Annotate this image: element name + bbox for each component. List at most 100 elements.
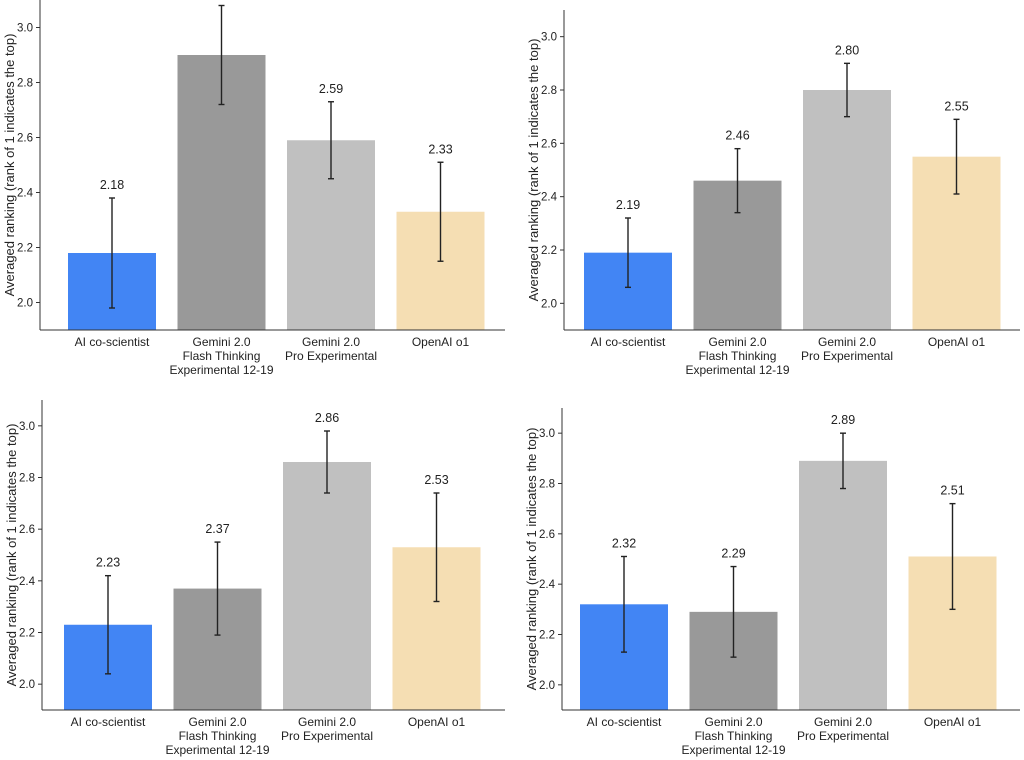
error-bar-2 <box>840 432 846 490</box>
error-bar-1 <box>730 565 737 658</box>
y-tick-label: 2.8 <box>17 78 33 90</box>
error-bar-1 <box>734 147 741 214</box>
x-tick-label-line: Gemini 2.0 <box>814 715 872 729</box>
data-label-3: 2.53 <box>424 473 448 487</box>
y-axis-label: Averaged ranking (rank of 1 indicates th… <box>4 424 19 687</box>
data-label-0: 2.23 <box>96 556 120 570</box>
x-tick-label-line: OpenAI o1 <box>412 335 470 349</box>
error-bar-0 <box>621 555 627 653</box>
x-tick-label-2: Gemini 2.0 Pro Experimental <box>801 335 893 363</box>
error-bar-3 <box>437 161 444 262</box>
x-tick-label-line: Experimental 12-19 <box>681 743 785 757</box>
x-tick-label-2: Gemini 2.0 Pro Experimental <box>281 715 373 743</box>
x-tick-label-3: OpenAI o1 <box>924 715 982 729</box>
y-axis-label: Averaged ranking (rank of 1 indicates th… <box>524 428 539 691</box>
x-tick-label-line: Gemini 2.0 <box>192 335 250 349</box>
y-tick-label: 3.0 <box>19 421 35 433</box>
data-label-2: 2.59 <box>319 82 343 96</box>
y-tick-label: 2.8 <box>539 479 555 491</box>
x-tick-label-line: Experimental 12-19 <box>685 363 789 377</box>
error-bar-1 <box>218 4 225 106</box>
x-tick-label-line: AI co-scientist <box>75 335 150 349</box>
x-tick-label-1: Gemini 2.0 Flash Thinking Experimental 12-… <box>681 715 785 757</box>
y-tick-label: 2.6 <box>19 524 35 536</box>
x-tick-label-line: Pro Experimental <box>285 349 377 363</box>
y-axis-label: Averaged ranking (rank of 1 indicates th… <box>2 34 17 297</box>
error-bar-0 <box>109 197 115 309</box>
x-tick-label-line: Flash Thinking <box>179 729 257 743</box>
x-tick-label-0: AI co-scientist <box>75 335 150 349</box>
bar-2 <box>799 460 887 710</box>
error-bar-3 <box>949 502 956 611</box>
error-bar-2 <box>328 101 334 180</box>
x-tick-label-line: Flash Thinking <box>183 349 261 363</box>
x-tick-label-line: AI co-scientist <box>587 715 662 729</box>
y-tick-label: 2.4 <box>17 188 34 200</box>
y-tick-label: 2.2 <box>19 628 35 640</box>
x-tick-label-0: AI co-scientist <box>591 335 666 349</box>
y-tick-label: 2.6 <box>541 138 557 150</box>
data-label-2: 2.86 <box>315 411 339 425</box>
y-tick-label: 2.8 <box>19 473 35 485</box>
x-tick-label-line: OpenAI o1 <box>408 715 466 729</box>
y-tick-label: 2.4 <box>541 192 558 204</box>
y-tick-label: 2.4 <box>19 576 36 588</box>
x-tick-label-3: OpenAI o1 <box>408 715 466 729</box>
y-tick-label: 2.0 <box>17 298 33 310</box>
x-tick-label-1: Gemini 2.0 Flash Thinking Experimental 12-… <box>165 715 269 757</box>
x-tick-label-line: Flash Thinking <box>699 349 777 363</box>
x-tick-label-line: OpenAI o1 <box>924 715 982 729</box>
x-tick-label-0: AI co-scientist <box>71 715 146 729</box>
error-bar-3 <box>433 492 440 603</box>
data-label-0: 2.32 <box>612 536 636 550</box>
y-axis-label: Averaged ranking (rank of 1 indicates th… <box>526 39 541 302</box>
data-label-3: 2.33 <box>428 142 452 156</box>
data-label-3: 2.55 <box>944 99 968 113</box>
y-tick-label: 2.4 <box>539 579 556 591</box>
data-label-2: 2.80 <box>835 43 859 57</box>
error-bar-1 <box>214 541 221 636</box>
y-tick-label: 3.0 <box>541 32 557 44</box>
x-tick-label-line: Pro Experimental <box>801 349 893 363</box>
x-tick-label-1: Gemini 2.0 Flash Thinking Experimental 12-… <box>169 335 273 377</box>
data-label-3: 2.51 <box>940 484 964 498</box>
y-tick-label: 2.8 <box>541 85 557 97</box>
error-bar-2 <box>324 430 330 494</box>
y-tick-label: 2.2 <box>17 243 33 255</box>
x-tick-label-line: Gemini 2.0 <box>298 715 356 729</box>
x-tick-label-line: Gemini 2.0 <box>704 715 762 729</box>
x-tick-label-line: Gemini 2.0 <box>188 715 246 729</box>
data-label-1: 2.29 <box>721 547 745 561</box>
x-tick-label-line: Gemini 2.0 <box>818 335 876 349</box>
x-tick-label-2: Gemini 2.0 Pro Experimental <box>285 335 377 363</box>
bar-2 <box>283 462 371 710</box>
x-tick-label-3: OpenAI o1 <box>412 335 470 349</box>
data-label-0: 2.18 <box>100 178 124 192</box>
x-tick-label-2: Gemini 2.0 Pro Experimental <box>797 715 889 743</box>
error-bar-0 <box>625 217 631 289</box>
x-tick-label-1: Gemini 2.0 Flash Thinking Experimental 12-… <box>685 335 789 377</box>
x-tick-label-line: Flash Thinking <box>695 729 773 743</box>
y-tick-label: 2.2 <box>541 245 557 257</box>
x-tick-label-3: OpenAI o1 <box>928 335 986 349</box>
x-tick-label-line: OpenAI o1 <box>928 335 986 349</box>
y-tick-label: 2.6 <box>17 133 33 145</box>
x-tick-label-0: AI co-scientist <box>587 715 662 729</box>
y-tick-label: 2.0 <box>541 298 557 310</box>
x-tick-label-line: Gemini 2.0 <box>708 335 766 349</box>
error-bar-3 <box>953 118 960 195</box>
x-tick-label-line: Experimental 12-19 <box>165 743 269 757</box>
y-tick-label: 2.0 <box>19 679 35 691</box>
x-tick-label-line: Experimental 12-19 <box>169 363 273 377</box>
data-label-1: 2.37 <box>205 522 229 536</box>
data-label-2: 2.89 <box>831 413 855 427</box>
error-bar-2 <box>844 62 850 118</box>
error-bar-0 <box>105 574 111 675</box>
x-tick-label-line: AI co-scientist <box>591 335 666 349</box>
y-tick-label: 3.0 <box>539 428 555 440</box>
x-tick-label-line: Pro Experimental <box>797 729 889 743</box>
